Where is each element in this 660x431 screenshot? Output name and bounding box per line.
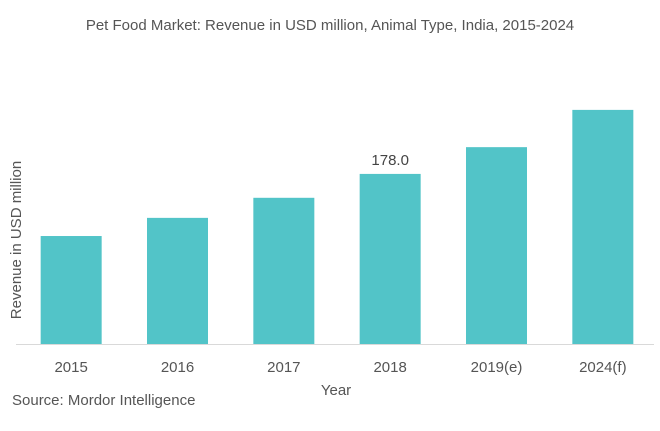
- x-tick-label: 2015: [54, 359, 87, 376]
- x-tick-label: 2024(f): [579, 359, 627, 376]
- bar-2019(e): [466, 147, 527, 344]
- bar-2016: [147, 217, 208, 344]
- bar-2015: [40, 236, 102, 344]
- data-label: 178.0: [371, 152, 409, 169]
- x-tick-label: 2018: [373, 359, 406, 376]
- x-axis-label: Year: [321, 382, 351, 399]
- data-labels: 178.0: [371, 152, 409, 169]
- y-axis-label: Revenue in USD million: [8, 161, 25, 319]
- bar-2018: [359, 173, 421, 344]
- x-tick-label: 2017: [267, 359, 300, 376]
- bar-2017: [253, 197, 315, 344]
- x-tick-label: 2019(e): [471, 359, 523, 376]
- bars-group: [40, 109, 634, 344]
- chart-title: Pet Food Market: Revenue in USD million,…: [85, 17, 575, 34]
- x-tick-label: 2016: [161, 359, 194, 376]
- source-note: Source: Mordor Intelligence: [12, 392, 196, 409]
- bar-2024(f): [572, 109, 634, 344]
- x-tick-labels: 2015 2016 2017 2018 2019(e) 2024(f): [54, 359, 626, 376]
